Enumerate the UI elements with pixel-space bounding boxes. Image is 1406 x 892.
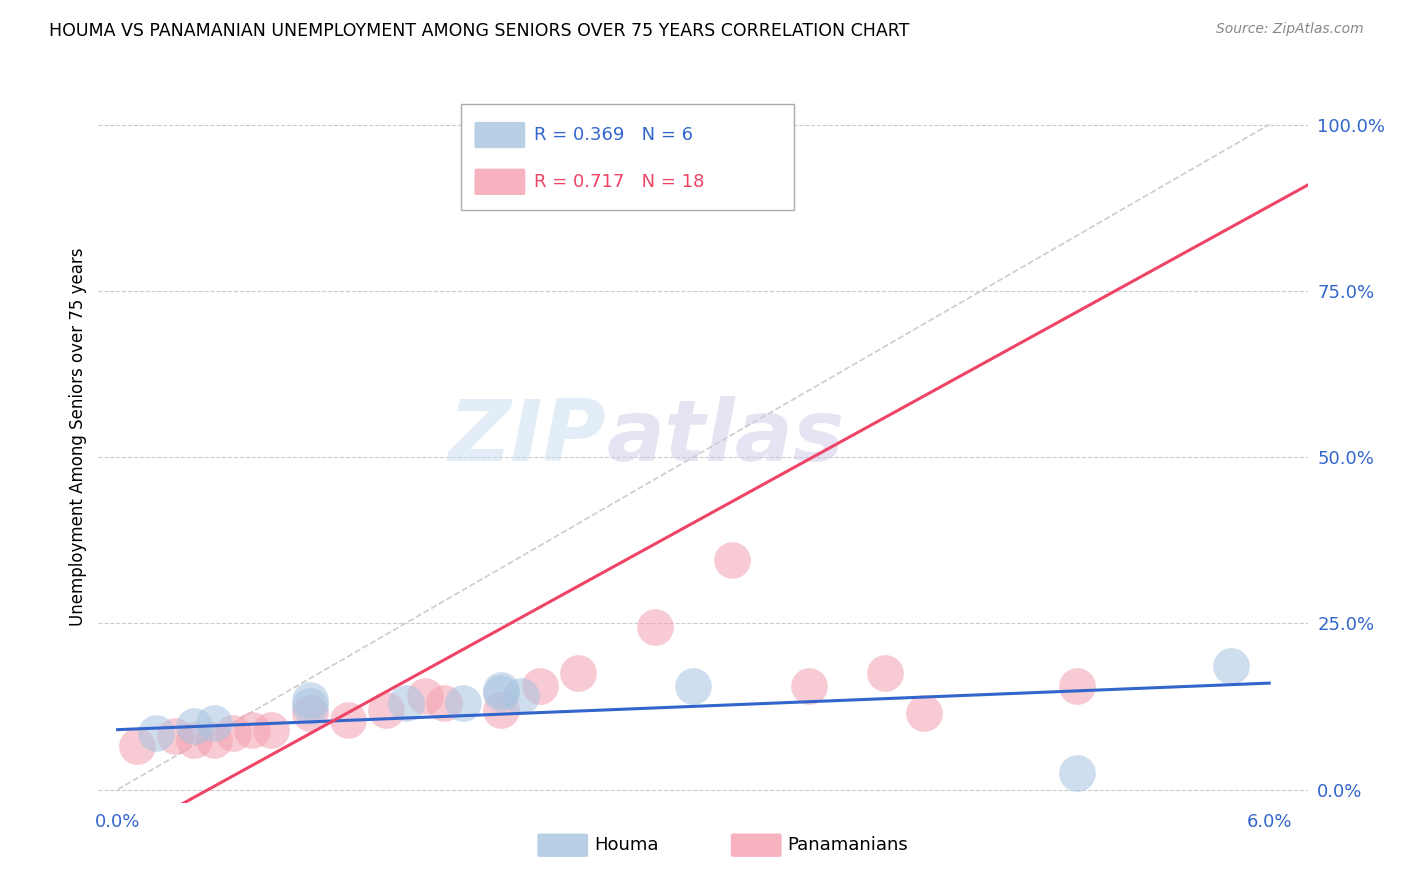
Point: [165, 729, 187, 743]
Point: [433, 696, 456, 710]
Point: [491, 682, 513, 697]
Point: [183, 719, 205, 733]
Point: [240, 723, 263, 737]
FancyBboxPatch shape: [474, 122, 526, 148]
Text: Source: ZipAtlas.com: Source: ZipAtlas.com: [1216, 22, 1364, 37]
Text: Panamanians: Panamanians: [787, 836, 908, 855]
Point: [260, 723, 283, 737]
Text: ZIP: ZIP: [449, 395, 606, 479]
Point: [298, 692, 321, 706]
Text: Houma: Houma: [595, 836, 658, 855]
FancyBboxPatch shape: [731, 833, 782, 857]
Point: [336, 713, 359, 727]
Point: [875, 666, 897, 681]
Point: [394, 696, 416, 710]
Point: [451, 696, 474, 710]
Point: [529, 680, 551, 694]
Point: [912, 706, 935, 720]
Text: R = 0.369   N = 6: R = 0.369 N = 6: [534, 126, 693, 144]
Point: [183, 732, 205, 747]
Point: [298, 699, 321, 714]
Point: [720, 553, 742, 567]
Point: [682, 680, 704, 694]
Y-axis label: Unemployment Among Seniors over 75 years: Unemployment Among Seniors over 75 years: [69, 248, 87, 626]
Point: [375, 703, 398, 717]
FancyBboxPatch shape: [537, 833, 588, 857]
Point: [1066, 680, 1088, 694]
Point: [567, 666, 589, 681]
Point: [491, 686, 513, 700]
Point: [202, 732, 225, 747]
Point: [413, 690, 436, 704]
Point: [491, 703, 513, 717]
Point: [202, 716, 225, 731]
FancyBboxPatch shape: [461, 104, 793, 211]
Point: [509, 690, 531, 704]
Point: [797, 680, 820, 694]
FancyBboxPatch shape: [474, 169, 526, 195]
Text: HOUMA VS PANAMANIAN UNEMPLOYMENT AMONG SENIORS OVER 75 YEARS CORRELATION CHART: HOUMA VS PANAMANIAN UNEMPLOYMENT AMONG S…: [49, 22, 910, 40]
Point: [1219, 659, 1241, 673]
Point: [145, 726, 167, 740]
Point: [222, 726, 245, 740]
Text: R = 0.717   N = 18: R = 0.717 N = 18: [534, 173, 704, 191]
Point: [644, 619, 666, 633]
Point: [298, 706, 321, 720]
Text: atlas: atlas: [606, 395, 845, 479]
Point: [125, 739, 148, 754]
Point: [1066, 765, 1088, 780]
